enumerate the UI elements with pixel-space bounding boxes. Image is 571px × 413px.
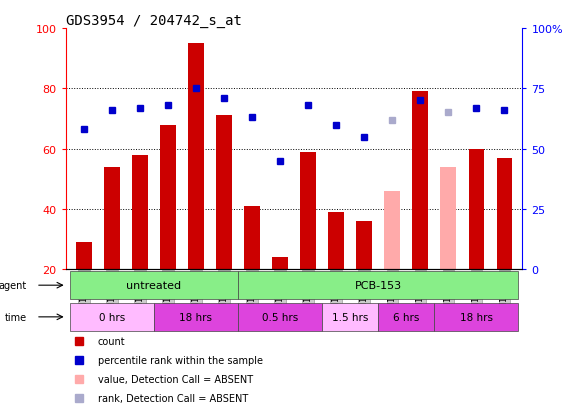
Bar xyxy=(244,206,260,270)
Bar xyxy=(300,152,316,270)
Bar xyxy=(378,303,434,331)
Bar xyxy=(384,192,400,270)
Text: 0.5 hrs: 0.5 hrs xyxy=(262,312,298,322)
Bar xyxy=(238,303,322,331)
Bar xyxy=(328,213,344,270)
Bar xyxy=(238,271,518,300)
Text: value, Detection Call = ABSENT: value, Detection Call = ABSENT xyxy=(98,374,253,384)
Bar xyxy=(216,116,232,270)
Bar xyxy=(104,167,119,270)
Bar xyxy=(440,167,456,270)
Text: rank, Detection Call = ABSENT: rank, Detection Call = ABSENT xyxy=(98,393,248,403)
Bar xyxy=(160,125,176,270)
Bar xyxy=(356,221,372,270)
Text: 1.5 hrs: 1.5 hrs xyxy=(332,312,368,322)
Bar xyxy=(322,303,378,331)
Bar xyxy=(272,258,288,270)
Bar xyxy=(434,303,518,331)
Text: 0 hrs: 0 hrs xyxy=(99,312,125,322)
Bar xyxy=(76,242,91,270)
Text: 18 hrs: 18 hrs xyxy=(460,312,493,322)
Text: time: time xyxy=(5,312,27,322)
Bar xyxy=(412,92,428,270)
Bar xyxy=(132,155,148,270)
Bar xyxy=(70,303,154,331)
Text: percentile rank within the sample: percentile rank within the sample xyxy=(98,355,263,365)
Text: 6 hrs: 6 hrs xyxy=(393,312,419,322)
Text: GDS3954 / 204742_s_at: GDS3954 / 204742_s_at xyxy=(66,14,242,28)
Text: 18 hrs: 18 hrs xyxy=(179,312,212,322)
Bar xyxy=(469,149,484,270)
Bar xyxy=(70,271,238,300)
Text: PCB-153: PCB-153 xyxy=(355,280,402,290)
Bar xyxy=(188,44,204,270)
Text: count: count xyxy=(98,336,125,346)
Bar xyxy=(497,158,512,270)
Bar xyxy=(154,303,238,331)
Text: untreated: untreated xyxy=(126,280,182,290)
Text: agent: agent xyxy=(0,280,27,290)
